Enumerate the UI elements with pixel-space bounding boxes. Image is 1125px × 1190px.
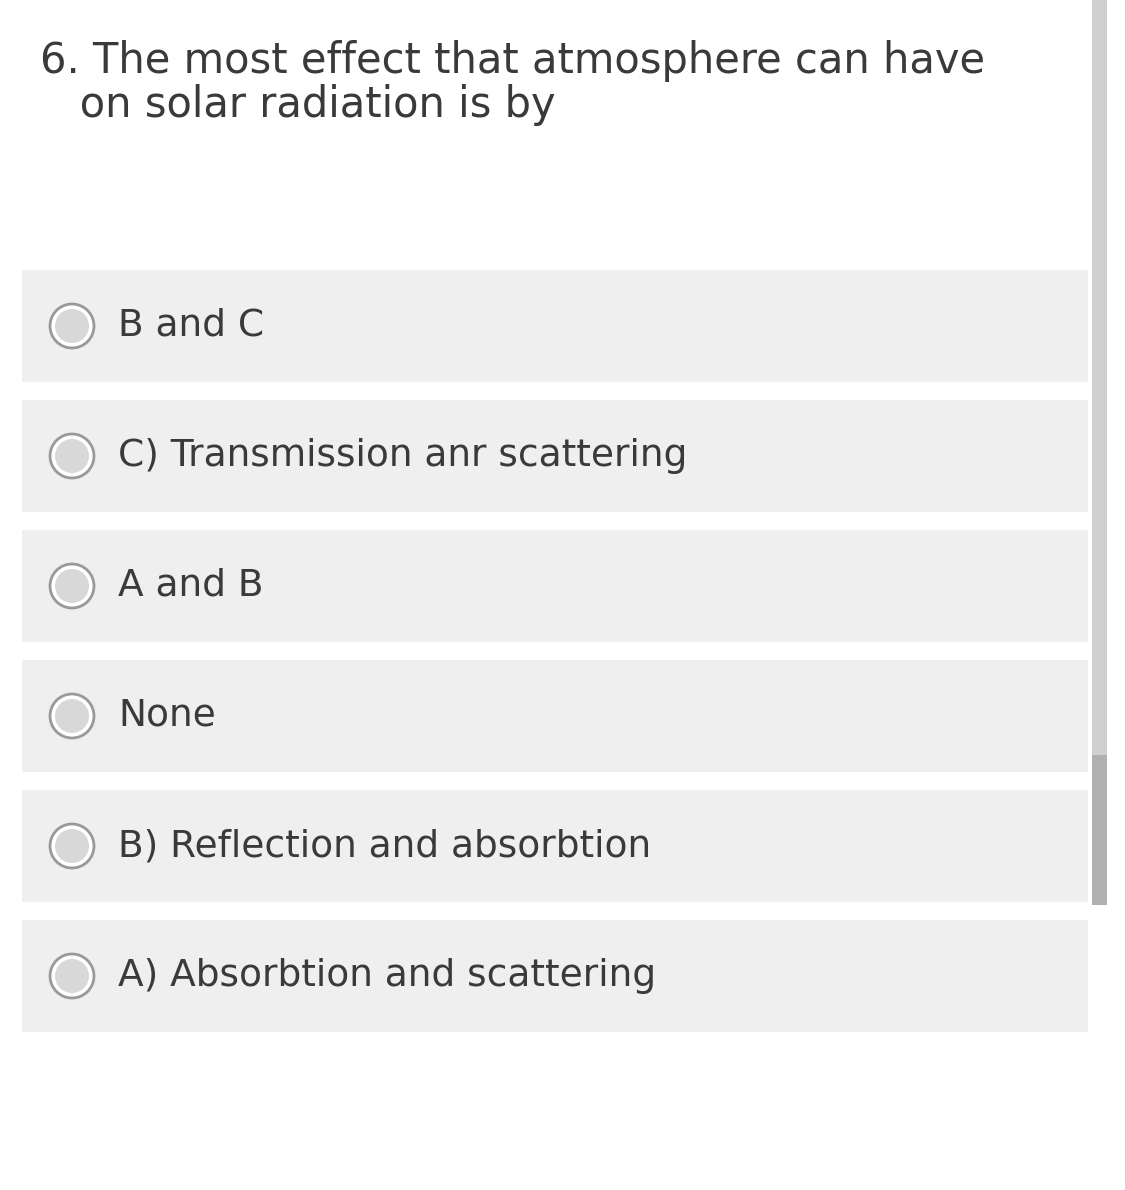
Bar xyxy=(22,270,1088,382)
Circle shape xyxy=(55,699,89,733)
Text: None: None xyxy=(118,699,216,734)
Bar xyxy=(1092,0,1107,906)
Bar xyxy=(22,530,1088,641)
Bar xyxy=(22,400,1088,512)
Text: A and B: A and B xyxy=(118,568,263,605)
Text: A) Absorbtion and scattering: A) Absorbtion and scattering xyxy=(118,958,656,994)
Bar xyxy=(1092,754,1107,906)
Text: B) Reflection and absorbtion: B) Reflection and absorbtion xyxy=(118,828,651,864)
Circle shape xyxy=(50,694,94,738)
Circle shape xyxy=(50,954,94,998)
Text: B and C: B and C xyxy=(118,308,264,344)
Circle shape xyxy=(55,829,89,863)
Bar xyxy=(22,920,1088,1032)
Text: 6. The most effect that atmosphere can have: 6. The most effect that atmosphere can h… xyxy=(40,40,986,82)
Circle shape xyxy=(55,959,89,992)
Text: C) Transmission anr scattering: C) Transmission anr scattering xyxy=(118,438,687,474)
Circle shape xyxy=(50,564,94,608)
Circle shape xyxy=(55,439,89,472)
Text: on solar radiation is by: on solar radiation is by xyxy=(40,84,556,126)
Circle shape xyxy=(50,434,94,478)
Circle shape xyxy=(55,569,89,603)
Circle shape xyxy=(50,823,94,868)
Circle shape xyxy=(50,303,94,347)
Circle shape xyxy=(55,309,89,343)
Bar xyxy=(22,790,1088,902)
Bar xyxy=(22,660,1088,772)
